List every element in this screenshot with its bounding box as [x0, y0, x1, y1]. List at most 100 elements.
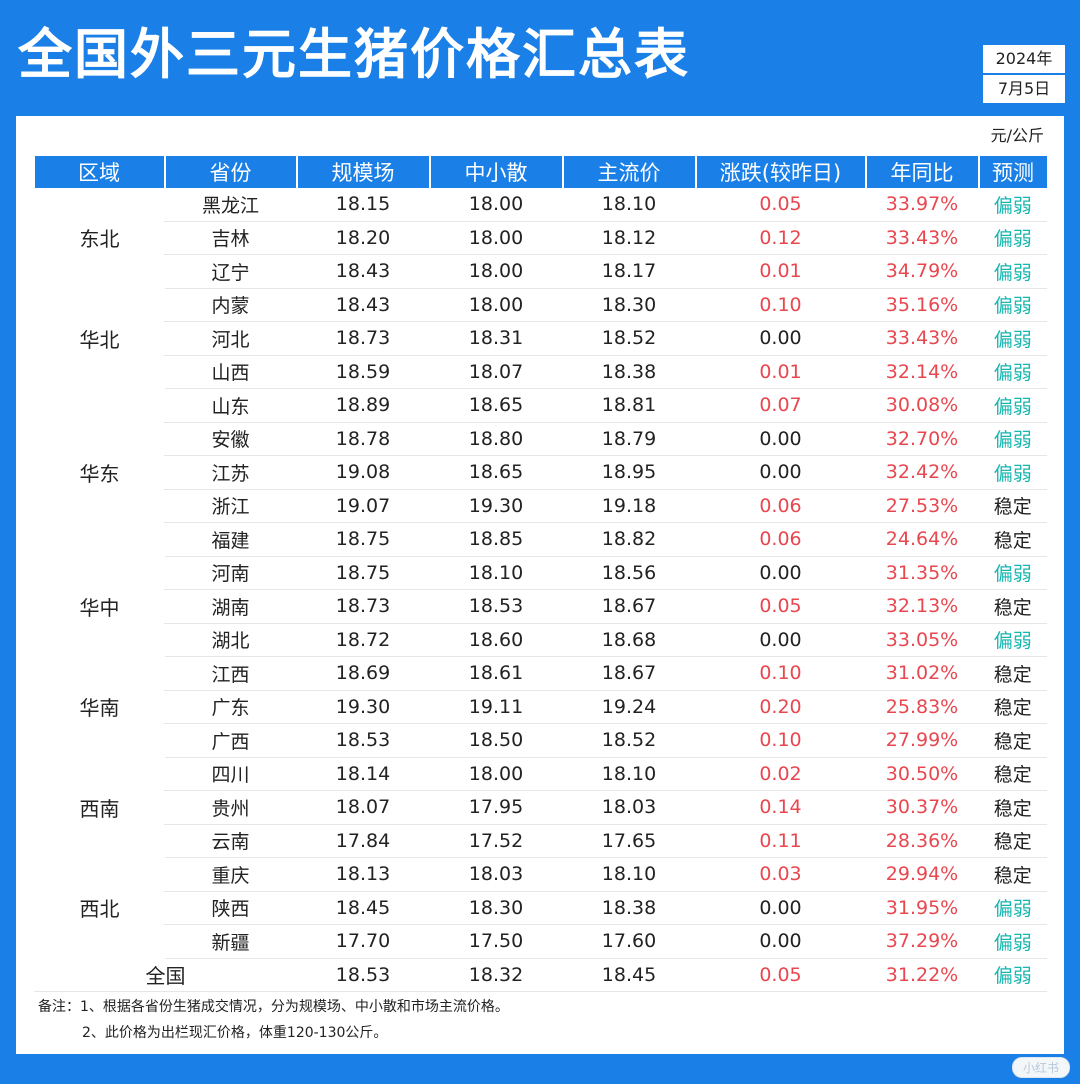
scale-cell: 17.84	[296, 824, 430, 858]
table-row: 辽宁 18.43 18.00 18.17 0.01 34.79% 偏弱	[35, 254, 1047, 289]
main-price-cell: 18.38	[562, 355, 696, 389]
table-row: 陕西 18.45 18.30 18.38 0.00 31.95% 偏弱	[35, 891, 1047, 925]
province-cell: 江西	[164, 656, 297, 691]
table-row: 安徽 18.78 18.80 18.79 0.00 32.70% 偏弱	[35, 422, 1047, 456]
scale-cell: 18.07	[296, 790, 430, 825]
forecast-cell: 稳定	[978, 489, 1047, 523]
table-row: 福建 18.75 18.85 18.82 0.06 24.64% 稳定	[35, 522, 1047, 557]
region-cell: 华东	[34, 388, 165, 557]
forecast-cell: 偏弱	[978, 254, 1047, 289]
table-row: 山西 18.59 18.07 18.38 0.01 32.14% 偏弱	[35, 355, 1047, 389]
main-price-cell: 17.60	[562, 924, 696, 959]
change-cell: 0.00	[695, 455, 866, 490]
small-cell: 18.80	[429, 422, 563, 456]
change-cell: 0.11	[695, 824, 866, 858]
change-cell: 0.00	[695, 924, 866, 959]
forecast-cell: 稳定	[978, 522, 1047, 557]
change-cell: 0.00	[695, 321, 866, 356]
change-cell: 0.05	[695, 188, 866, 222]
scale-cell: 18.72	[296, 623, 430, 657]
yoy-cell: 33.05%	[865, 623, 979, 657]
province-cell: 浙江	[164, 489, 297, 523]
scale-cell: 18.43	[296, 254, 430, 289]
table-row: 浙江 19.07 19.30 19.18 0.06 27.53% 稳定	[35, 489, 1047, 523]
header-main: 主流价	[561, 156, 696, 188]
header-yoy: 年同比	[864, 156, 979, 188]
small-cell: 19.30	[429, 489, 563, 523]
yoy-cell: 24.64%	[865, 522, 979, 557]
table-row: 西北 重庆 18.13 18.03 18.10 0.03 29.94% 稳定	[34, 857, 1047, 959]
change-cell: 0.10	[695, 288, 866, 322]
notes: 备注：1、根据各省份生猪成交情况，分为规模场、中小散和市场主流价格。 2、此价格…	[38, 994, 509, 1046]
forecast-cell: 稳定	[978, 589, 1047, 624]
change-cell: 0.10	[695, 656, 866, 691]
yoy-cell: 35.16%	[865, 288, 979, 322]
change-cell: 0.01	[695, 254, 866, 289]
main-price-cell: 18.30	[562, 288, 696, 322]
watermark-badge: 小红书	[1011, 1057, 1070, 1078]
scale-cell: 18.73	[296, 589, 430, 624]
table-header-row: 区域 省份 规模场 中小散 主流价 涨跌(较昨日) 年同比 预测	[34, 156, 1047, 188]
small-cell: 18.31	[429, 321, 563, 356]
province-cell: 新疆	[164, 924, 297, 959]
main-price-cell: 18.56	[562, 556, 696, 590]
total-change-cell: 0.05	[695, 958, 866, 992]
table-row: 河北 18.73 18.31 18.52 0.00 33.43% 偏弱	[35, 321, 1047, 356]
scale-cell: 17.70	[296, 924, 430, 959]
scale-cell: 18.75	[296, 522, 430, 557]
header-small: 中小散	[428, 156, 563, 188]
yoy-cell: 37.29%	[865, 924, 979, 959]
small-cell: 18.03	[429, 857, 563, 892]
main-price-cell: 18.10	[562, 188, 696, 222]
region-cell: 华中	[34, 556, 165, 657]
table-row: 广东 19.30 19.11 19.24 0.20 25.83% 稳定	[35, 690, 1047, 724]
forecast-cell: 偏弱	[978, 422, 1047, 456]
main-price-cell: 18.67	[562, 589, 696, 624]
region-cell: 西南	[34, 757, 165, 858]
scale-cell: 18.13	[296, 857, 430, 892]
forecast-cell: 稳定	[978, 757, 1047, 791]
small-cell: 18.00	[429, 254, 563, 289]
forecast-cell: 偏弱	[978, 321, 1047, 356]
scale-cell: 19.08	[296, 455, 430, 490]
small-cell: 18.00	[429, 188, 563, 222]
forecast-cell: 偏弱	[978, 623, 1047, 657]
table-panel: 元/公斤 区域 省份 规模场 中小散 主流价 涨跌(较昨日) 年同比 预测 东北…	[16, 116, 1064, 1054]
change-cell: 0.06	[695, 522, 866, 557]
forecast-cell: 稳定	[978, 857, 1047, 892]
province-cell: 山东	[164, 388, 297, 423]
table-row: 湖南 18.73 18.53 18.67 0.05 32.13% 稳定	[35, 589, 1047, 624]
total-label: 全国	[34, 958, 297, 992]
main-price-cell: 18.12	[562, 221, 696, 255]
region-cell: 西北	[34, 857, 165, 959]
main-price-cell: 17.65	[562, 824, 696, 858]
small-cell: 18.85	[429, 522, 563, 557]
date-year: 2024年	[982, 44, 1066, 74]
forecast-cell: 稳定	[978, 723, 1047, 758]
yoy-cell: 32.14%	[865, 355, 979, 389]
total-scale-cell: 18.53	[296, 958, 430, 992]
yoy-cell: 30.08%	[865, 388, 979, 423]
forecast-cell: 偏弱	[978, 556, 1047, 590]
total-small-cell: 18.32	[429, 958, 563, 992]
scale-cell: 18.78	[296, 422, 430, 456]
forecast-cell: 偏弱	[978, 188, 1047, 222]
table-row: 华中 河南 18.75 18.10 18.56 0.00 31.35% 偏弱	[34, 556, 1047, 657]
forecast-cell: 偏弱	[978, 355, 1047, 389]
small-cell: 18.10	[429, 556, 563, 590]
forecast-cell: 稳定	[978, 824, 1047, 858]
small-cell: 18.65	[429, 455, 563, 490]
small-cell: 18.00	[429, 288, 563, 322]
main-price-cell: 18.52	[562, 723, 696, 758]
province-cell: 湖北	[164, 623, 297, 657]
province-cell: 江苏	[164, 455, 297, 490]
small-cell: 18.61	[429, 656, 563, 691]
scale-cell: 18.43	[296, 288, 430, 322]
header-scale: 规模场	[295, 156, 430, 188]
forecast-cell: 偏弱	[978, 891, 1047, 925]
table-row: 贵州 18.07 17.95 18.03 0.14 30.37% 稳定	[35, 790, 1047, 825]
change-cell: 0.12	[695, 221, 866, 255]
forecast-cell: 偏弱	[978, 455, 1047, 490]
scale-cell: 18.15	[296, 188, 430, 222]
table-row: 吉林 18.20 18.00 18.12 0.12 33.43% 偏弱	[35, 221, 1047, 255]
